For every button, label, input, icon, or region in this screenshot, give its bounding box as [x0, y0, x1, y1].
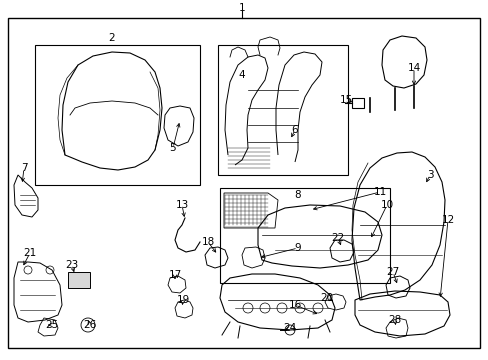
Text: 15: 15	[339, 95, 352, 105]
Text: 10: 10	[380, 200, 393, 210]
Text: 17: 17	[168, 270, 181, 280]
Bar	[218, 45, 347, 175]
Text: 8: 8	[294, 190, 301, 200]
Text: 11: 11	[373, 187, 386, 197]
Text: 4: 4	[238, 70, 245, 80]
Text: 6: 6	[291, 125, 298, 135]
Text: 14: 14	[407, 63, 420, 73]
Text: 9: 9	[294, 243, 301, 253]
Text: 16: 16	[288, 300, 301, 310]
Text: 20: 20	[320, 293, 333, 303]
Bar	[351, 98, 363, 108]
Text: 22: 22	[331, 233, 344, 243]
Text: 28: 28	[387, 315, 401, 325]
Text: 3: 3	[426, 170, 432, 180]
Text: 13: 13	[175, 200, 188, 210]
Text: 18: 18	[201, 237, 214, 247]
Text: 21: 21	[23, 248, 37, 258]
Text: 19: 19	[176, 295, 189, 305]
Text: 5: 5	[169, 143, 176, 153]
Text: 26: 26	[83, 320, 97, 330]
Text: 12: 12	[441, 215, 454, 225]
Text: 1: 1	[238, 3, 245, 13]
Text: 25: 25	[45, 320, 59, 330]
Bar	[68, 272, 90, 288]
Text: 2: 2	[108, 33, 115, 43]
Bar	[220, 188, 389, 283]
Text: 23: 23	[65, 260, 79, 270]
Text: 24: 24	[283, 323, 296, 333]
Bar	[35, 45, 200, 185]
Text: 27: 27	[386, 267, 399, 277]
Text: 7: 7	[20, 163, 27, 173]
